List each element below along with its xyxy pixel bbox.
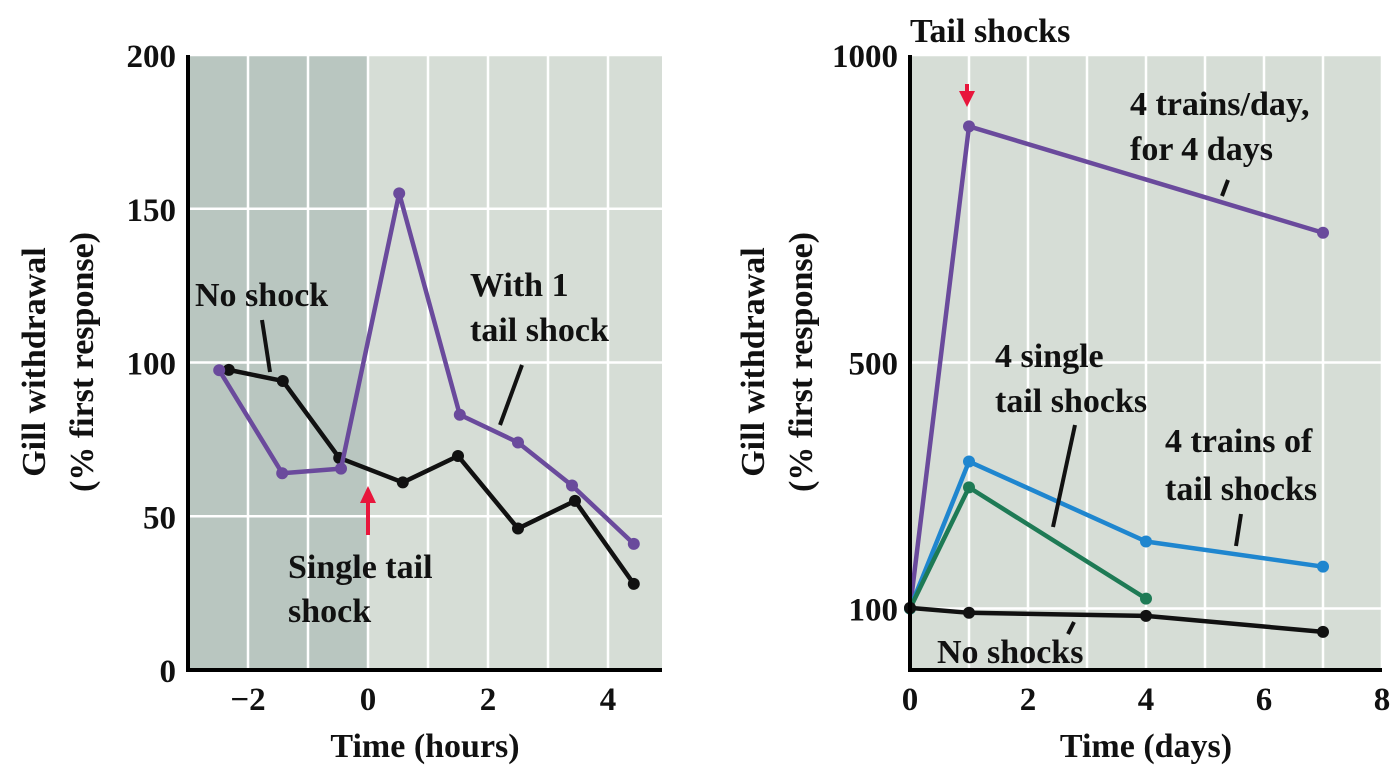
data-point [963, 481, 975, 494]
data-point [452, 449, 464, 462]
data-point [1140, 535, 1152, 548]
x-axis-title: Time (days) [1060, 728, 1232, 765]
x-tick-label: 0 [902, 682, 919, 718]
y-tick-label: 1000 [832, 39, 898, 75]
x-tick-label: 8 [1374, 682, 1391, 718]
y-tick-label: 50 [143, 500, 176, 536]
y-axis-title-line-1: Gill withdrawal [735, 247, 772, 477]
pointer-single [1051, 424, 1077, 528]
y-tick-label: 500 [849, 347, 899, 383]
data-point [1140, 609, 1152, 622]
y-tick-label: 0 [160, 654, 177, 690]
label-single-line1: 4 single [995, 338, 1104, 375]
pointer-no-shock [260, 319, 272, 373]
label-trains-line1: 4 trains of [1165, 423, 1313, 460]
y-tick-label: 100 [849, 593, 899, 629]
data-point [569, 494, 581, 507]
data-point [335, 462, 347, 475]
pointer-no-shocks [1066, 621, 1076, 635]
data-point [222, 363, 235, 376]
left-chart: −2 0 2 4 0 50 100 150 200 Time (hours) Gill withdr… [16, 39, 662, 765]
label-trains-day-line2: for 4 days [1130, 131, 1273, 168]
label-trains-day-line1: 4 trains/day, [1130, 86, 1309, 123]
data-point [213, 364, 226, 377]
data-point [566, 479, 578, 492]
x-tick-label: 4 [600, 682, 617, 718]
data-point [963, 120, 975, 133]
pointer-trains-day [1220, 179, 1230, 197]
data-point [963, 606, 975, 619]
data-point [512, 436, 524, 449]
arrow-down-icon [959, 84, 975, 107]
y-axis-title-line-1: Gill withdrawal [16, 247, 53, 477]
x-axis-title: Time (hours) [330, 728, 519, 765]
data-point [276, 467, 289, 480]
x-tick-label: 0 [360, 682, 377, 718]
x-tick-label: 2 [1020, 682, 1037, 718]
arrow-up-icon [360, 486, 376, 535]
y-axis-title-line-2: (% first response) [783, 232, 820, 492]
data-point [453, 408, 466, 421]
data-point [1317, 625, 1329, 638]
data-point [627, 537, 640, 550]
x-tick-label: 6 [1256, 682, 1273, 718]
right-chart: 0 2 4 6 8 100 500 1000 Time (days) Gill withdrawa… [735, 39, 1390, 765]
data-point [393, 187, 406, 200]
data-point [396, 476, 409, 489]
label-with-shock-line1: With 1 [470, 267, 569, 304]
x-tick-label: 2 [480, 682, 497, 718]
x-tick-label: −2 [230, 682, 265, 718]
y-tick-label: 200 [127, 39, 177, 75]
label-no-shock: No shock [195, 277, 328, 314]
pointer-trains [1234, 513, 1243, 547]
series-line-1 [228, 367, 636, 586]
data-point [963, 455, 975, 468]
label-with-shock-line2: tail shock [470, 312, 609, 349]
series-line-2 [217, 191, 636, 546]
data-point [1317, 560, 1329, 573]
y-axis-title-line-2: (% first response) [64, 232, 101, 492]
data-point [627, 577, 640, 590]
label-single-tail-shock-line2: shock [288, 593, 371, 630]
pointer-with-shock [498, 364, 524, 426]
label-tail-shocks: Tail shocks [910, 13, 1070, 50]
label-single-line2: tail shocks [995, 383, 1147, 420]
x-tick-label: 4 [1138, 682, 1155, 718]
label-no-shocks: No shocks [937, 634, 1083, 671]
data-point [1317, 226, 1329, 239]
label-single-tail-shock-line1: Single tail [288, 549, 433, 586]
y-tick-label: 100 [127, 347, 177, 383]
data-point [1140, 592, 1152, 605]
label-trains-line2: tail shocks [1165, 471, 1317, 508]
y-tick-label: 150 [127, 193, 177, 229]
data-point [512, 522, 524, 535]
data-point [276, 374, 289, 387]
series-line-4 [909, 605, 1324, 635]
